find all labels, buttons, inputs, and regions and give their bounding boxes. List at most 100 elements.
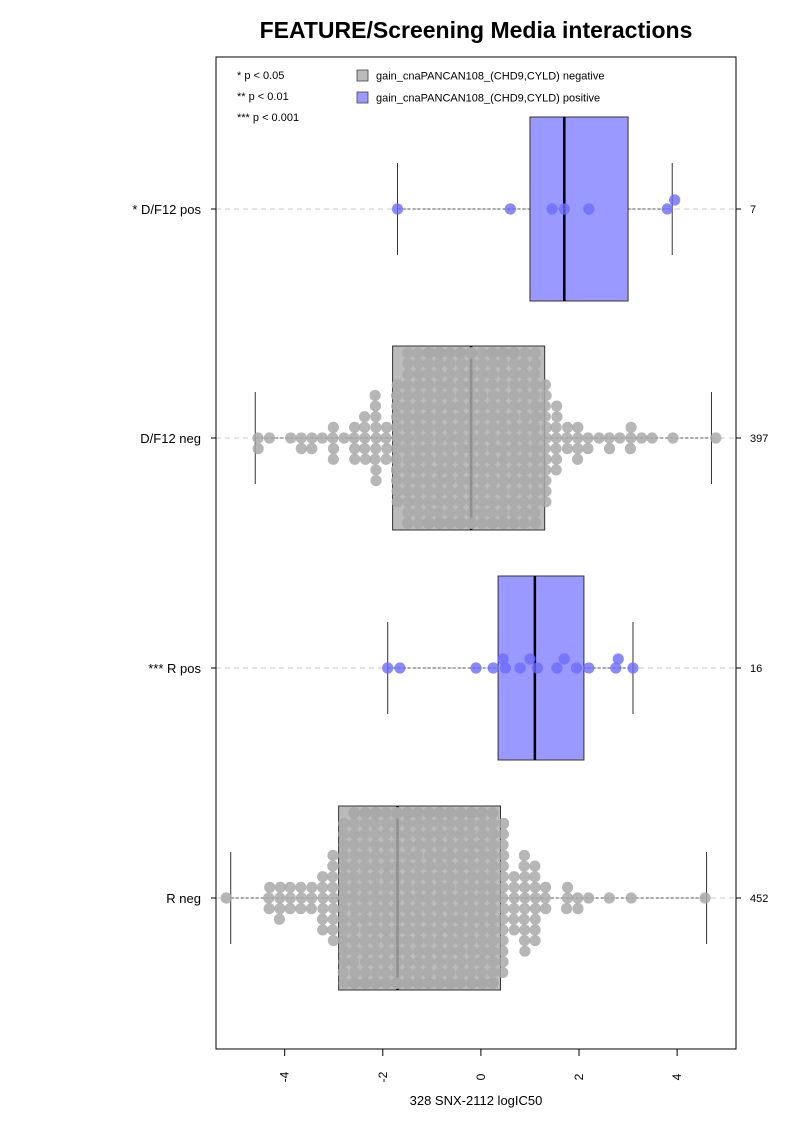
data-point [380,945,393,957]
data-point [497,828,510,840]
data-point [497,924,509,936]
data-point [519,443,531,455]
data-point [476,411,488,423]
data-point [402,839,414,851]
data-point [401,411,413,423]
data-point [295,892,308,904]
data-point [369,871,381,883]
group-2: *** R pos 16 [148,575,762,761]
data-point [412,860,425,872]
points [382,653,639,674]
data-point [433,506,445,519]
data-point [486,871,499,883]
data-point [327,913,339,925]
data-point [284,881,296,893]
data-point [413,368,425,380]
data-point [518,860,530,872]
data-point [359,977,371,989]
data-point [444,347,456,359]
data-point [667,432,679,444]
data-point [572,443,584,455]
data-point [476,368,489,380]
data-point [454,453,467,465]
data-point [529,903,542,915]
data-point [358,411,371,423]
data-point [338,839,350,851]
data-point [476,903,488,915]
data-point [540,432,552,444]
data-point [486,977,498,989]
data-point [413,881,425,893]
data-point [572,432,584,444]
x-tick-label: 2 [572,1073,586,1080]
data-point [539,881,552,893]
data-point [487,956,499,968]
data-point [508,496,520,508]
data-point [497,432,510,444]
data-point [338,892,350,904]
x-axis: -4 -2 0 2 4 [278,1049,684,1082]
x-tick-label: -2 [376,1071,390,1082]
data-point [381,443,393,455]
data-point [444,881,456,893]
data-point [348,432,360,444]
data-point [465,849,477,862]
data-point [444,807,456,819]
data-point [444,977,456,989]
data-point [476,464,488,476]
data-point [390,817,403,830]
data-point [348,839,360,851]
data-point [455,807,467,819]
data-point [370,860,382,872]
data-point [401,966,413,979]
data-point [508,485,520,497]
data-point [476,443,488,455]
data-point [486,934,499,947]
data-point [486,496,499,508]
data-point [508,924,520,936]
data-point [561,421,574,433]
data-point [412,934,424,947]
data-point [391,203,404,215]
data-point [402,871,414,883]
data-point [497,506,509,519]
data-point [444,945,456,957]
data-point [487,828,499,840]
data-point [550,464,562,476]
data-point [476,977,488,989]
data-point [380,421,393,433]
data-point [327,421,339,433]
data-point [433,496,445,508]
data-point [582,443,594,455]
data-point [412,357,425,370]
data-point [519,506,531,519]
data-point [486,506,498,519]
data-point [498,474,510,487]
data-point [444,421,456,433]
legend: * p < 0.05 ** p < 0.01 *** p < 0.001 gain_c… [237,69,604,124]
data-point [476,421,488,433]
data-point [610,662,622,674]
data-point [422,903,435,915]
data-point [348,924,360,936]
data-point [454,828,466,840]
data-point [519,924,531,936]
data-point [402,496,414,508]
data-point [476,506,488,519]
data-point [498,849,510,862]
data-point [550,443,562,455]
data-point [412,807,424,819]
data-point [561,432,573,444]
data-point [380,828,392,840]
data-point [466,496,478,508]
data-point [497,485,509,497]
box [529,116,629,302]
data-point [519,411,531,423]
data-point [476,474,488,487]
data-point [476,871,488,883]
data-point [519,485,531,497]
data-point [380,817,393,830]
data-point [411,849,424,862]
data-point [369,913,382,925]
data-point [423,860,435,872]
